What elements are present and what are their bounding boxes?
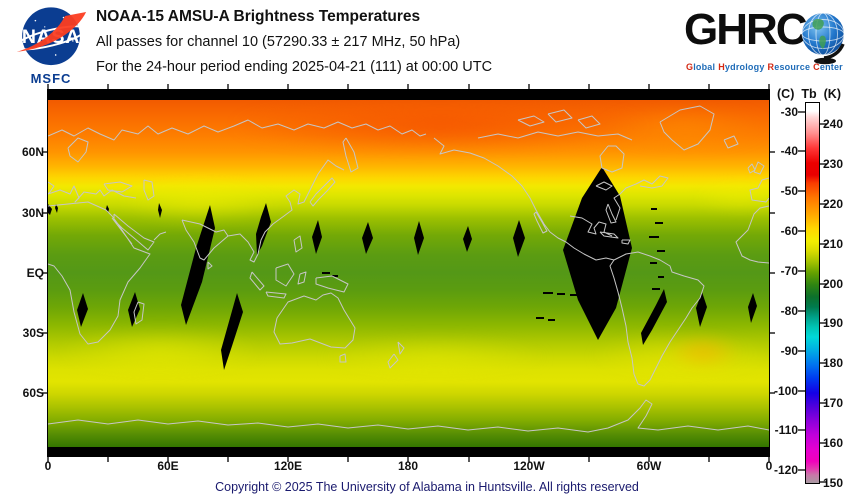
colorbar-k-label: 220 [823,197,844,211]
colorbar-k-label: 170 [823,396,844,410]
colorbar-k-label: 200 [823,277,844,291]
nasa-meatball-icon: NASA [15,7,87,66]
subtitle-channel: All passes for channel 10 (57290.33 ± 21… [96,34,461,50]
subtitle-period: For the 24-hour period ending 2025-04-21… [96,59,493,75]
tagline-initial: H [718,62,725,72]
ghrc-acronym: GHRC [684,5,808,54]
colorbar-c-label: -50 [780,184,798,198]
x-tick-label: 60W [636,459,662,473]
x-tick-label: 120W [513,459,545,473]
x-tick-label: 0 [765,459,773,473]
colorbar-title: Tb [801,87,817,101]
tagline-initial: C [813,62,820,72]
warm-anomaly-blob [320,336,550,378]
tagline-word: enter [819,62,843,72]
x-tick-label: 180 [397,459,419,473]
colorbar-k-label: 240 [823,117,844,131]
tagline-word: ydrology [724,62,765,72]
y-tick-label: 30S [22,326,44,340]
colorbar-c-label: -40 [780,144,798,158]
colorbar-unit-celsius: (C) [777,87,795,101]
colorbar-k-label: 160 [823,436,844,450]
no-data-north-band [48,90,769,100]
y-tick-label: 60N [21,145,44,159]
colorbar-c-label: -30 [780,105,798,119]
x-tick-label: 120E [273,459,303,473]
tagline-initial: G [686,62,694,72]
colorbar-c-label: -90 [780,344,798,358]
tagline-initial: R [767,62,775,72]
warm-anomaly-blob [600,105,769,150]
ghrc-tagline: Global Hydrology Resource Center [686,62,846,72]
colorbar-k-label: 210 [823,237,844,251]
no-data-south-band [48,447,769,456]
warm-anomaly-blob [230,98,650,153]
colorbar-c-label: -110 [774,423,798,437]
tagline-word: lobal [693,62,716,72]
no-data-swath-gaps [48,167,757,370]
colorbar-c-label: -100 [773,384,798,398]
colorbar-c-label: -120 [773,463,798,477]
tagline-word: esource [774,62,811,72]
warm-anomaly-blob [666,336,740,368]
map-overlay [48,90,769,456]
y-tick-label: 30N [21,206,44,220]
globe-icon [801,12,845,65]
page-title: NOAA-15 AMSU-A Brightness Temperatures [96,8,421,25]
copyright-line: Copyright © 2025 The University of Alaba… [215,480,639,494]
y-tick-label: 60S [22,386,44,400]
brightness-temperature-map [47,89,770,457]
colorbar [805,102,820,484]
colorbar-k-label: 230 [823,157,844,171]
nasa-msfc-caption: MSFC [30,71,72,86]
x-tick-label: 60E [157,459,179,473]
y-tick-label: EQ [26,266,44,280]
colorbar-k-label: 150 [823,476,844,490]
coastlines [48,105,769,433]
x-tick-label: 0 [44,459,52,473]
nasa-logo: NASA MSFC [12,5,90,86]
warm-anomaly-blob [115,178,285,223]
ghrc-logo: GHRC Global Hydrology Resource Center [684,4,854,82]
colorbar-unit-kelvin: (K) [823,87,841,101]
header-titles: NOAA-15 AMSU-A Brightness Temperatures A… [96,8,492,76]
colorbar-k-label: 190 [823,316,844,330]
colorbar-c-label: -70 [780,264,798,278]
warm-anomaly-blob [690,180,769,212]
colorbar-c-label: -80 [780,304,798,318]
colorbar-c-label: -60 [780,224,798,238]
colorbar-header: (C) Tb (K) [777,87,854,101]
colorbar-k-label: 180 [823,356,844,370]
